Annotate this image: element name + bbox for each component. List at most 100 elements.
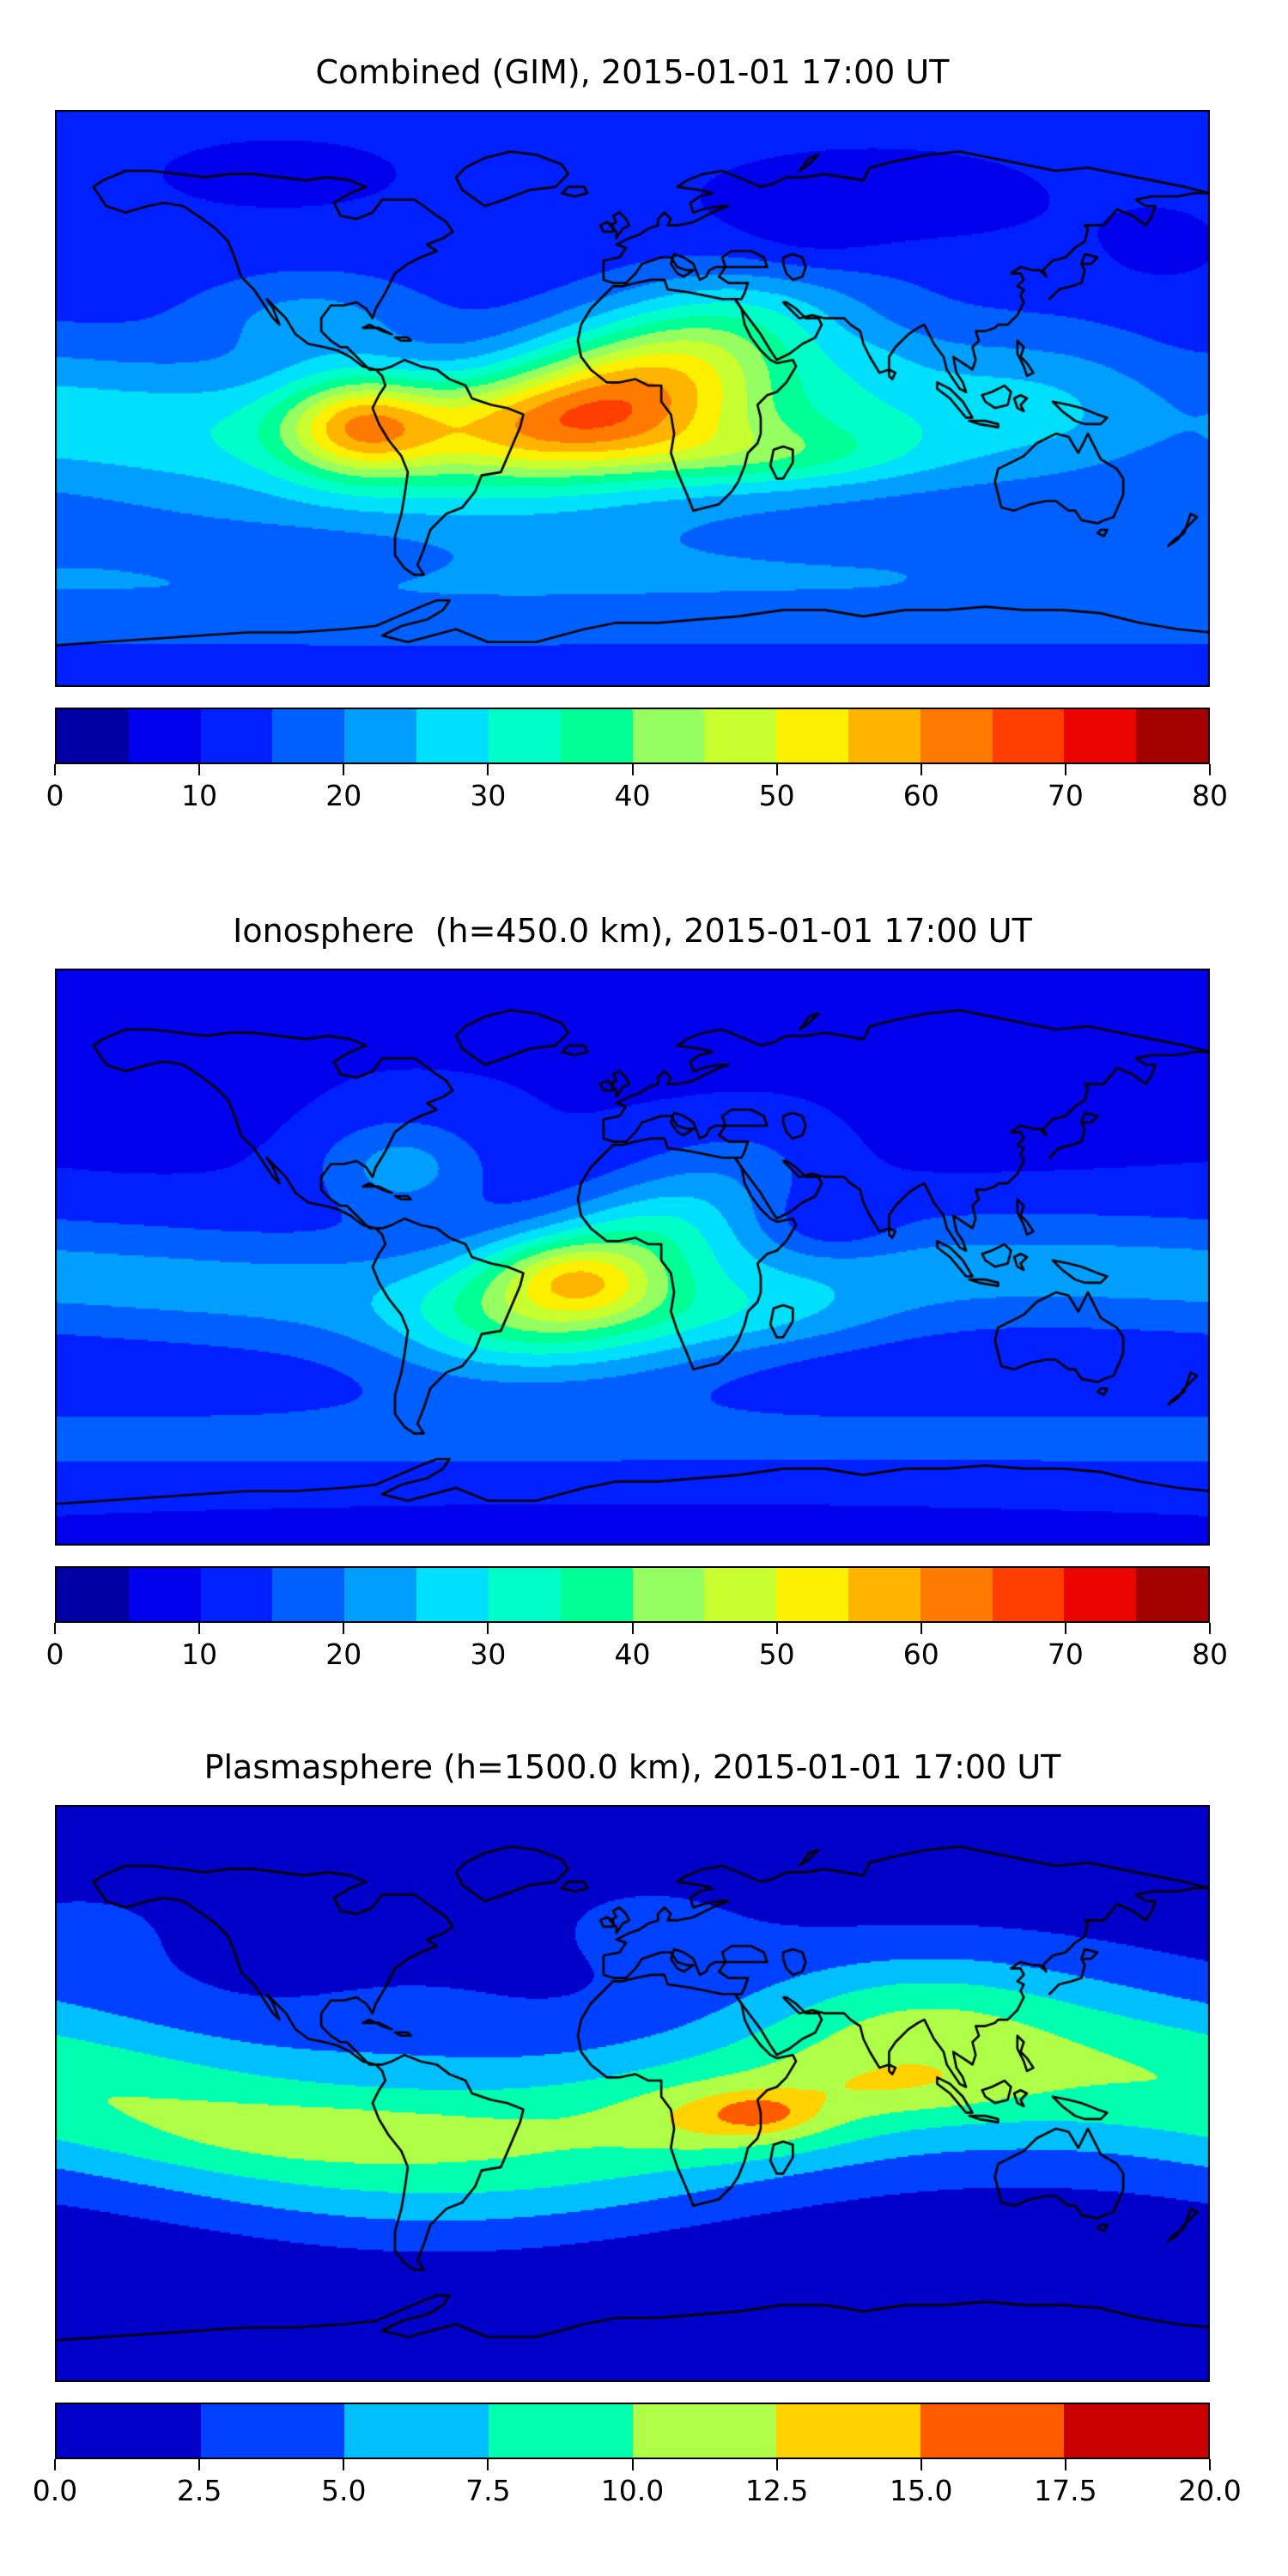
colorbar-tick [54, 1623, 56, 1634]
colorbar-segment [1064, 709, 1137, 762]
colorbar-segment [488, 2404, 633, 2458]
colorbar-segment [57, 1568, 129, 1621]
colorbar-segment [992, 709, 1065, 762]
colorbar-tick [487, 2459, 489, 2470]
colorbar-segment [848, 709, 920, 762]
colorbar-tick-label: 5.0 [321, 2474, 367, 2507]
colorbar-segment [632, 709, 705, 762]
colorbar-tick [1209, 764, 1211, 775]
colorbar-segment [920, 709, 993, 762]
colorbar-segment [344, 709, 417, 762]
colorbar-segment [560, 1568, 633, 1621]
colorbar-segment [920, 2404, 1065, 2458]
colorbar-segment [57, 2404, 201, 2458]
colorbar-tick [1209, 1623, 1211, 1634]
colorbar-tick [775, 2459, 778, 2470]
colorbar-tick-label: 30 [470, 779, 507, 812]
colorbar-tick [198, 764, 201, 775]
colorbar-tick-label: 20 [325, 1637, 362, 1671]
colorbar-tick-label: 50 [758, 779, 795, 812]
colorbar-tick-label: 0 [46, 1637, 64, 1671]
colorbar-tick-label: 0 [46, 779, 64, 812]
colorbar-tick-label: 30 [470, 1637, 507, 1671]
panel-3-colorbar-ticks: 0.0 2.5 5.0 7.5 10.0 12.5 15.0 17.5 20.0 [33, 2459, 1242, 2511]
colorbar-segment [488, 1568, 561, 1621]
colorbar-tick-label: 20.0 [1178, 2474, 1242, 2507]
colorbar-segment [200, 1568, 273, 1621]
colorbar-segment [416, 709, 489, 762]
colorbar-tick [54, 764, 56, 775]
colorbar-tick [487, 1623, 489, 1634]
colorbar-tick [631, 764, 634, 775]
colorbar-tick [343, 2459, 345, 2470]
colorbar-segment [776, 1568, 848, 1621]
colorbar-segment [1136, 709, 1208, 762]
colorbar-segment [416, 1568, 489, 1621]
colorbar-tick [920, 2459, 922, 2470]
colorbar-segment [200, 2404, 345, 2458]
colorbar-tick-label: 70 [1047, 779, 1084, 812]
colorbar-tick [631, 2459, 634, 2470]
colorbar-tick [631, 1623, 634, 1634]
panel-3-colorbar [55, 2403, 1210, 2459]
panel-2-colorbar-ticks: 0 10 20 30 40 50 60 70 80 [46, 1623, 1228, 1674]
colorbar-segment [57, 709, 129, 762]
panel-1-map-canvas [55, 110, 1210, 687]
colorbar-segment [128, 709, 201, 762]
colorbar-tick-label: 17.5 [1034, 2474, 1097, 2507]
colorbar-tick [920, 1623, 922, 1634]
colorbar-tick-label: 10.0 [600, 2474, 665, 2507]
colorbar-tick-label: 80 [1192, 1637, 1228, 1671]
colorbar-segment [272, 709, 345, 762]
colorbar-tick-label: 2.5 [176, 2474, 222, 2507]
colorbar-tick [1064, 764, 1066, 775]
colorbar-segment [344, 2404, 489, 2458]
colorbar-tick-label: 50 [758, 1637, 795, 1671]
colorbar-segment [1136, 1568, 1208, 1621]
colorbar-tick [343, 764, 345, 775]
colorbar-tick [1209, 2459, 1211, 2470]
colorbar-segment [848, 1568, 920, 1621]
colorbar-segment [272, 1568, 345, 1621]
panel-2-map-canvas [55, 969, 1210, 1546]
colorbar-tick [487, 764, 489, 775]
colorbar-tick-label: 10 [181, 779, 218, 812]
colorbar-tick-label: 60 [902, 1637, 939, 1671]
colorbar-tick-label: 7.5 [465, 2474, 511, 2507]
colorbar-tick-label: 70 [1047, 1637, 1084, 1671]
colorbar-tick-label: 40 [614, 779, 651, 812]
colorbar-segment [704, 709, 777, 762]
panel-3-title: Plasmasphere (h=1500.0 km), 2015-01-01 1… [204, 1748, 1061, 1786]
panel-2-colorbar [55, 1566, 1210, 1623]
colorbar-segment [488, 709, 561, 762]
colorbar-segment [344, 1568, 417, 1621]
colorbar-segment [560, 709, 633, 762]
panel-3-map-canvas [55, 1805, 1210, 2382]
colorbar-tick-label: 12.5 [744, 2474, 809, 2507]
colorbar-tick-label: 15.0 [890, 2474, 953, 2507]
panel-2-title: Ionosphere (h=450.0 km), 2015-01-01 17:0… [233, 912, 1032, 950]
panel-1-colorbar-ticks: 0 10 20 30 40 50 60 70 80 [46, 764, 1228, 816]
colorbar-tick [198, 2459, 201, 2470]
colorbar-tick [775, 1623, 778, 1634]
colorbar-segment [632, 2404, 777, 2458]
colorbar-tick-label: 10 [181, 1637, 218, 1671]
colorbar-tick [343, 1623, 345, 1634]
colorbar-tick-label: 60 [902, 779, 939, 812]
colorbar-tick [1064, 2459, 1066, 2470]
colorbar-segment [1064, 1568, 1137, 1621]
colorbar-segment [920, 1568, 993, 1621]
colorbar-segment [1064, 2404, 1208, 2458]
colorbar-tick-label: 40 [614, 1637, 651, 1671]
colorbar-tick [54, 2459, 56, 2470]
colorbar-segment [200, 709, 273, 762]
colorbar-segment [776, 2404, 920, 2458]
panel-1-colorbar [55, 708, 1210, 764]
colorbar-tick-label: 20 [325, 779, 362, 812]
colorbar-tick [920, 764, 922, 775]
colorbar-tick [198, 1623, 201, 1634]
colorbar-tick [775, 764, 778, 775]
colorbar-segment [704, 1568, 777, 1621]
colorbar-tick-label: 0.0 [32, 2474, 78, 2507]
